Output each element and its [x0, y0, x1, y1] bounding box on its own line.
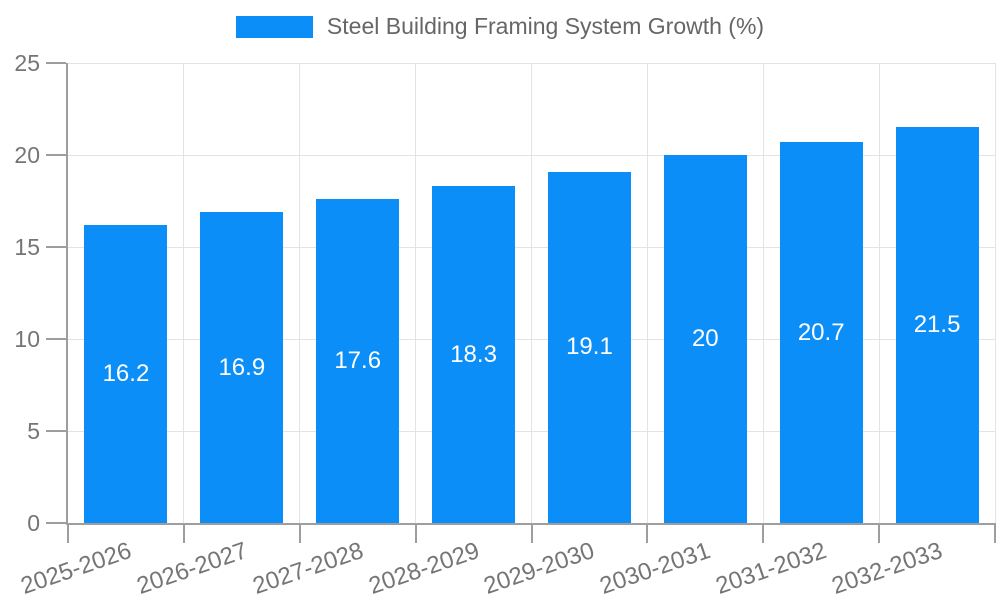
bar-value-label: 20.7 — [797, 318, 845, 346]
bar-value-label: 18.3 — [450, 340, 497, 368]
v-gridline — [762, 63, 764, 523]
x-axis-tick-label: 2031-2032 — [712, 537, 830, 600]
x-tick-mark — [762, 523, 765, 543]
x-tick-mark — [530, 523, 533, 543]
bar-value-label: 17.6 — [334, 347, 382, 375]
y-axis-tick-label: 25 — [14, 50, 40, 76]
x-axis-tick-label: 2029-2030 — [480, 537, 599, 600]
bar[interactable] — [663, 155, 747, 523]
v-gridline — [183, 63, 185, 523]
y-tick-mark — [46, 430, 66, 432]
x-tick-mark — [182, 523, 185, 543]
v-gridline — [531, 63, 532, 523]
bar-value-label: 21.5 — [913, 311, 961, 339]
bar[interactable] — [200, 212, 284, 523]
y-axis-line — [66, 63, 68, 523]
x-tick-mark — [878, 523, 881, 543]
x-tick-mark — [67, 523, 69, 543]
bar-value-label: 16.9 — [218, 353, 266, 381]
x-axis-tick-label: 2026-2027 — [133, 537, 251, 600]
legend-swatch — [235, 15, 313, 38]
y-axis-tick-label: 10 — [14, 326, 40, 352]
bar[interactable] — [316, 199, 400, 523]
x-tick-mark — [646, 523, 649, 543]
bar-value-label: 16.2 — [102, 359, 150, 387]
y-axis-tick-label: 15 — [14, 234, 40, 260]
v-gridline — [994, 63, 996, 523]
v-gridline — [415, 63, 417, 523]
y-tick-mark — [46, 338, 66, 340]
y-axis-tick-label: 5 — [27, 418, 40, 444]
bar[interactable] — [432, 186, 516, 523]
bar[interactable] — [779, 142, 863, 523]
x-axis-tick-label: 2030-2031 — [596, 537, 715, 600]
x-tick-mark — [298, 523, 301, 543]
bar-value-label: 20 — [691, 325, 719, 352]
y-tick-mark — [46, 522, 66, 524]
x-tick-mark — [994, 523, 996, 543]
x-axis-tick-label: 2027-2028 — [249, 537, 367, 600]
bar[interactable] — [547, 171, 631, 523]
v-gridline — [299, 63, 301, 523]
legend-item[interactable]: Steel Building Framing System Growth (%) — [0, 13, 1000, 40]
x-tick-mark — [414, 523, 417, 543]
v-gridline — [878, 63, 880, 523]
y-tick-mark — [46, 154, 66, 156]
v-gridline — [646, 63, 648, 523]
y-axis-tick-label: 20 — [14, 142, 40, 168]
y-axis-tick-label: 0 — [27, 510, 40, 536]
x-axis-tick-label: 2032-2033 — [828, 537, 946, 600]
x-axis-tick-label: 2028-2029 — [365, 537, 483, 600]
bar-value-label: 19.1 — [566, 333, 613, 361]
y-tick-mark — [46, 62, 66, 64]
bar[interactable] — [84, 224, 168, 523]
x-axis-tick-label: 2025-2026 — [17, 537, 135, 600]
y-tick-mark — [46, 246, 66, 248]
bar[interactable] — [895, 127, 979, 523]
legend-label: Steel Building Framing System Growth (%) — [326, 13, 765, 39]
